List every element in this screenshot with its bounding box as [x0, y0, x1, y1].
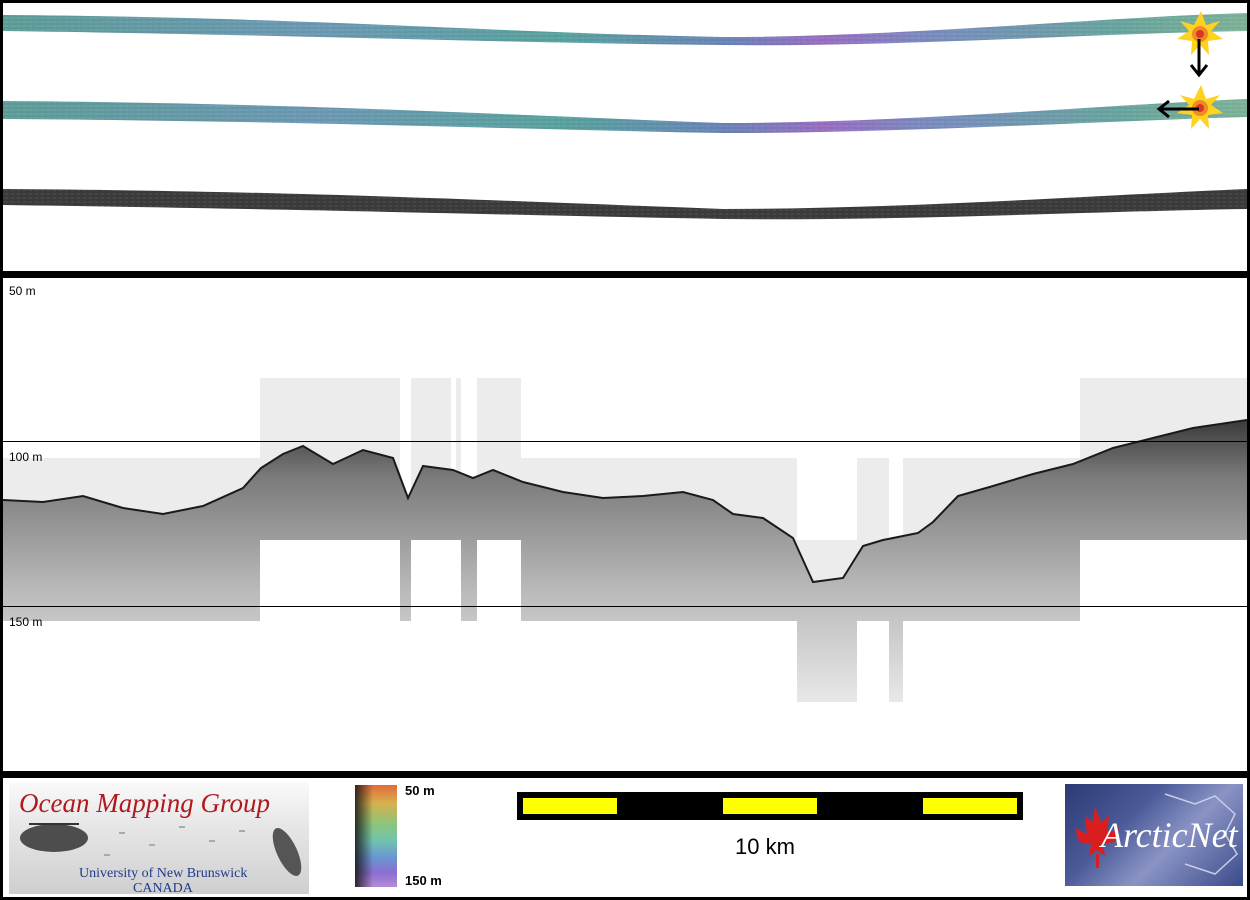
depth-label-50: 50 m — [9, 284, 36, 298]
swath-strips-panel — [3, 3, 1247, 271]
arcticnet-title: ArcticNet — [1101, 815, 1238, 855]
depth-label-150: 150 m — [9, 615, 43, 629]
scale-label: 10 km — [735, 834, 795, 859]
subbottom-profile-panel: 50 m 100 m 150 m — [3, 278, 1247, 771]
omg-university: University of New Brunswick — [79, 866, 248, 881]
scale-segment — [723, 798, 817, 814]
seabed-reflector — [3, 419, 1247, 584]
scale-segment — [523, 798, 617, 814]
depth-colorbar — [355, 785, 397, 887]
footer-legend-panel: Ocean Mapping Group University of New Br… — [3, 778, 1247, 897]
colorbar-top-label: 50 m — [405, 783, 435, 798]
depth-line-100 — [3, 441, 1247, 442]
omg-title: Ocean Mapping Group — [19, 788, 270, 818]
sun-marker-icon — [1177, 85, 1223, 129]
depth-label-100: 100 m — [9, 450, 43, 464]
omg-country: CANADA — [133, 881, 193, 894]
depth-line-150 — [3, 606, 1247, 607]
colorbar-bottom-label: 150 m — [405, 873, 442, 888]
sun-marker-icon — [1177, 11, 1223, 55]
ship-icon — [20, 823, 302, 876]
scale-bar — [517, 792, 1023, 820]
arrow-down-icon — [1189, 39, 1209, 78]
seabed-profile — [3, 420, 1247, 702]
arcticnet-logo: ArcticNet — [1065, 784, 1243, 886]
arrow-left-icon — [1156, 99, 1199, 119]
subbottom-profile — [3, 378, 1247, 702]
omg-logo: Ocean Mapping Group University of New Br… — [9, 782, 309, 894]
scale-segment — [923, 798, 1017, 814]
maple-leaf-icon — [1075, 793, 1238, 875]
swath-strips — [3, 11, 1247, 220]
